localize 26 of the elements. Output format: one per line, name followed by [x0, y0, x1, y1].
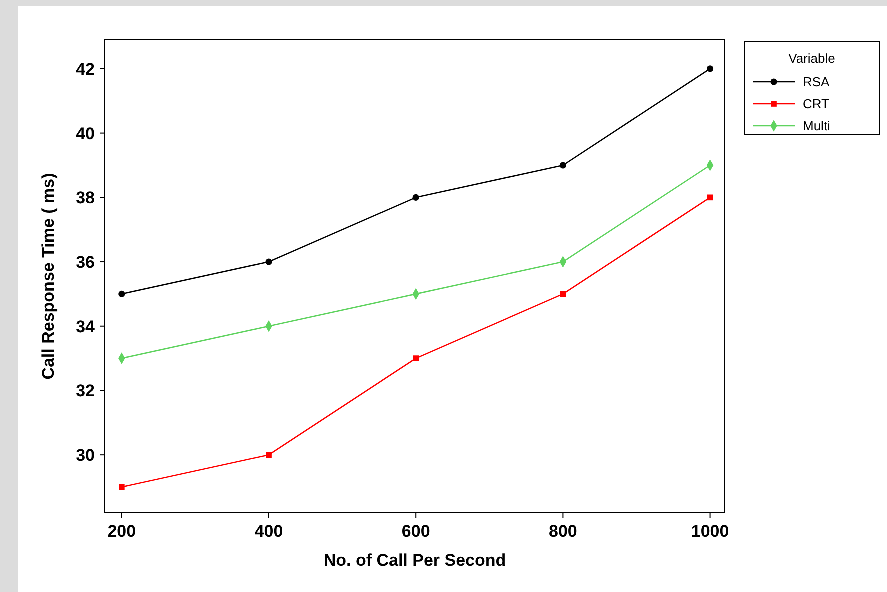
y-tick-label: 40 — [76, 124, 95, 144]
y-tick-label: 34 — [76, 317, 96, 336]
x-tick-label: 800 — [549, 522, 578, 541]
x-tick-label: 600 — [402, 522, 430, 541]
y-tick-label: 38 — [76, 188, 95, 208]
x-tick-label: 200 — [108, 522, 136, 541]
x-tick-label: 400 — [254, 522, 284, 541]
legend-label: RSA — [803, 74, 830, 90]
legend-title: Variable — [788, 51, 836, 66]
y-tick-label: 32 — [76, 382, 95, 401]
point — [119, 484, 125, 490]
point — [560, 162, 566, 169]
y-tick-label: 36 — [76, 252, 95, 272]
point — [707, 66, 714, 72]
y-tick-label: 42 — [76, 60, 95, 79]
x-axis-title: No. of Call Per Second — [324, 551, 506, 570]
legend-label: CRT — [803, 96, 830, 112]
point — [413, 356, 420, 362]
point — [118, 290, 126, 298]
x-tick-label: 1000 — [691, 522, 730, 541]
y-axis-title: Call Response Time ( ms) — [39, 173, 58, 380]
y-tick-label: 30 — [76, 446, 95, 466]
legend-label: Multi — [803, 118, 831, 134]
point — [266, 452, 272, 458]
point — [266, 258, 272, 266]
point — [412, 194, 420, 201]
